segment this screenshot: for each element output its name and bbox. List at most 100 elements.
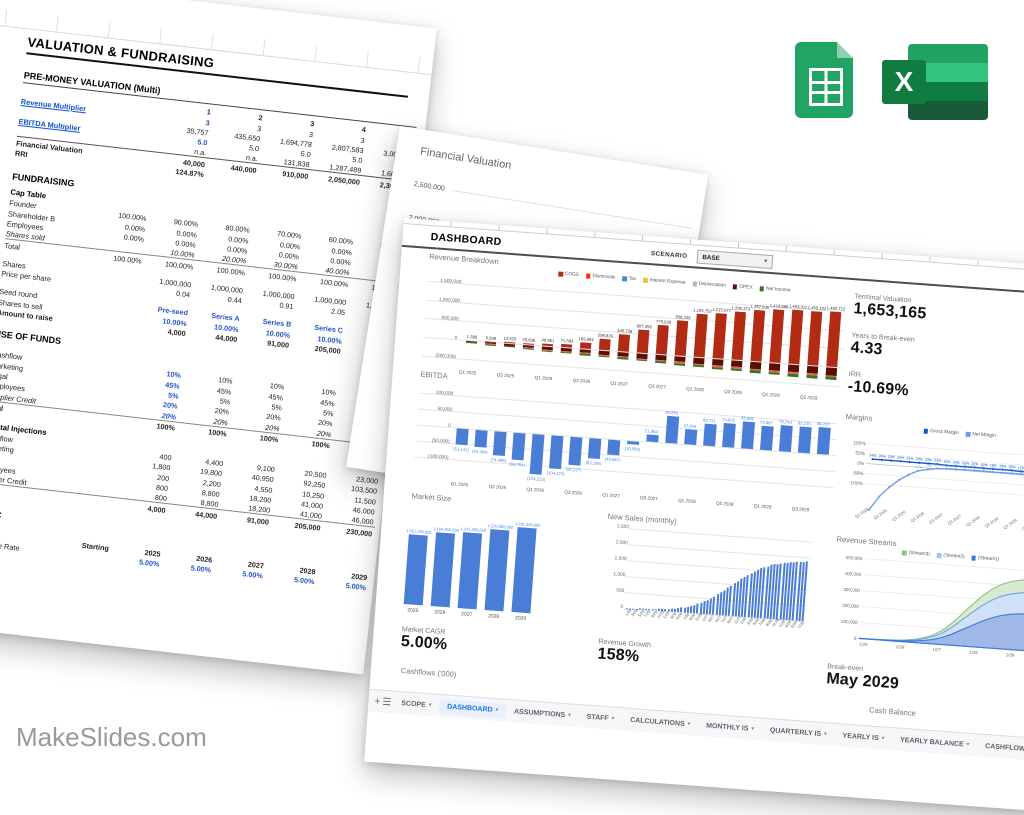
bar <box>684 429 697 445</box>
svg-text:3%: 3% <box>944 463 950 467</box>
dashboard-title: DASHBOARD <box>430 231 502 248</box>
x-axis-label: Q3 2028 <box>716 501 734 507</box>
x-axis-label: Q1 2029 <box>754 503 772 509</box>
bar-value-label: (10,582) <box>625 446 641 452</box>
bar <box>458 532 483 609</box>
svg-text:Q3 2028: Q3 2028 <box>984 516 1000 529</box>
svg-text:24%: 24% <box>878 454 886 459</box>
bar <box>474 430 487 448</box>
bar <box>485 529 510 612</box>
bar-value-label: (87,227) <box>566 466 582 472</box>
sheet-tab-cashflow[interactable]: CASHFLOW▾ <box>977 738 1024 757</box>
scenario-dropdown[interactable]: BASE ▼ <box>697 250 774 270</box>
svg-text:4%: 4% <box>953 464 959 468</box>
tab-dropdown-icon: ▾ <box>495 707 498 713</box>
bar-value-label: (45,667) <box>605 456 621 462</box>
axis-tick-label: 0 <box>417 422 451 429</box>
svg-text:1%: 1% <box>935 463 941 467</box>
bar <box>627 441 639 445</box>
svg-text:-17%: -17% <box>914 465 923 470</box>
sheet-tab-quarterly-is[interactable]: QUARTERLY IS▾ <box>761 722 835 742</box>
bar-value-label: 84,853 <box>665 410 678 416</box>
bar-value-label: 21,864 <box>645 428 658 434</box>
chevron-down-icon: ▼ <box>763 258 768 264</box>
legend-swatch <box>692 282 697 287</box>
legend-item: COGS <box>558 271 579 277</box>
legend-swatch <box>558 272 563 277</box>
bar-positive <box>656 325 669 355</box>
bar-negative <box>769 372 780 376</box>
cell <box>100 167 152 173</box>
axis-tick-label: (100,000) <box>414 453 448 460</box>
add-sheet-button[interactable]: + <box>374 696 381 707</box>
svg-text:Q3 2027: Q3 2027 <box>947 513 963 526</box>
bar-positive <box>732 311 747 360</box>
all-sheets-menu-icon[interactable]: ☰ <box>382 696 392 708</box>
bar <box>639 609 641 610</box>
legend-label: OPEX <box>739 285 753 291</box>
sheet-tab-label: MONTHLY IS <box>706 722 749 732</box>
bar-negative <box>731 368 742 371</box>
sheet-tab-yearly-balance[interactable]: YEARLY BALANCE▾ <box>892 732 978 753</box>
sheet-tab-label: YEARLY BALANCE <box>900 736 964 748</box>
bar-value-label: (124,223) <box>527 475 545 481</box>
sheet-tab-monthly-is[interactable]: MONTHLY IS▾ <box>698 717 763 737</box>
sheet-tab-label: DASHBOARD <box>447 703 493 713</box>
svg-text:24%: 24% <box>888 455 896 460</box>
svg-text:50%: 50% <box>855 450 866 457</box>
bar-positive <box>769 309 784 363</box>
bar-value-label: 74,022 <box>722 417 735 423</box>
bar-value-label: (63,296) <box>585 460 601 466</box>
x-axis-label: Q3 2029 <box>792 506 810 512</box>
google-sheets-icon <box>795 42 853 118</box>
svg-text:-100%: -100% <box>849 480 864 487</box>
sheet-tab-staff[interactable]: STAFF▾ <box>578 709 623 727</box>
x-axis-label: Q1 2026 <box>526 487 544 493</box>
svg-text:1/28: 1/28 <box>969 650 978 656</box>
legend-swatch <box>733 285 738 290</box>
bar <box>798 426 812 453</box>
bar-negative <box>617 357 628 359</box>
sheet-tab-calculations[interactable]: CALCULATIONS▾ <box>622 712 699 733</box>
sheet-tab-scope[interactable]: SCOPE▾ <box>393 695 440 713</box>
x-axis-label: Q1 2028 <box>678 498 696 504</box>
bar-negative <box>542 350 553 352</box>
legend-label: Net Income <box>766 287 791 294</box>
bar-negative <box>712 366 723 369</box>
sheet-tab-dashboard[interactable]: DASHBOARD▾ <box>439 698 507 718</box>
sheet-tab-label: STAFF <box>586 713 609 722</box>
bar <box>690 606 693 613</box>
bar <box>722 423 736 447</box>
axis-label: 2,500,000 <box>401 178 446 192</box>
bar-positive <box>826 312 841 367</box>
svg-text:100,000: 100,000 <box>841 619 858 625</box>
bar-positive <box>637 330 650 353</box>
tab-dropdown-icon: ▾ <box>751 726 754 732</box>
sheet-tab-label: CASHFLOW <box>985 742 1024 752</box>
x-axis-label: 2028 <box>488 613 500 620</box>
bar <box>607 440 620 455</box>
sheet-tab-assumptions[interactable]: ASSUMPTIONS▾ <box>505 703 579 723</box>
bar <box>671 609 673 612</box>
bar-negative <box>579 353 590 355</box>
bar-positive <box>618 334 630 351</box>
cell <box>82 326 134 332</box>
sheet-tab-yearly-is[interactable]: YEARLY IS▾ <box>834 727 893 746</box>
svg-text:400,000: 400,000 <box>844 571 861 577</box>
axis-tick-label: 2,500 <box>595 523 629 530</box>
bar-negative <box>674 363 685 366</box>
bar-value-label: (104,223) <box>547 470 565 476</box>
svg-text:4%: 4% <box>1000 467 1006 471</box>
bar-negative <box>504 346 515 347</box>
bar-value-label: 85,882 <box>741 415 754 421</box>
svg-text:5%: 5% <box>972 465 978 469</box>
bar <box>646 434 658 442</box>
axis-tick-label: 500 <box>590 587 624 594</box>
bar-value-label: 82,270 <box>798 420 811 426</box>
x-axis-label: 2027 <box>461 611 473 618</box>
bar <box>779 426 793 452</box>
legend-label: Dismissals <box>592 274 615 281</box>
bar-positive <box>788 309 803 364</box>
svg-text:4%: 4% <box>990 466 996 470</box>
